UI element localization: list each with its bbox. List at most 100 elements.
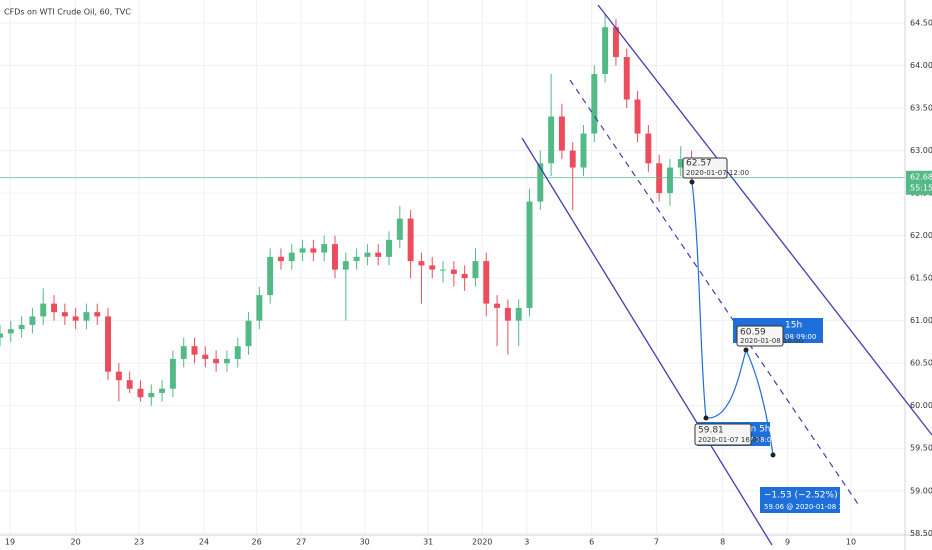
channel-middle xyxy=(569,79,861,508)
candle-body xyxy=(515,307,522,321)
candle-body xyxy=(94,312,101,317)
forecast-text: −1.53 (−2.52%) in 9h xyxy=(764,491,863,501)
candle-body xyxy=(591,73,598,134)
price-box xyxy=(736,325,784,347)
x-tick-label: 20 xyxy=(71,538,81,547)
candle-body xyxy=(440,269,447,271)
candle-body xyxy=(677,159,684,168)
y-tick-label: 64.00 xyxy=(910,61,932,70)
candle-body xyxy=(504,307,511,321)
candle-body xyxy=(472,261,479,279)
price-text: 60.59 xyxy=(740,328,766,338)
x-tick-label: 19 xyxy=(5,538,15,547)
candle-body xyxy=(267,256,274,296)
anchor-point xyxy=(703,415,709,421)
forecast-text: 15h xyxy=(785,321,802,331)
candle-body xyxy=(580,133,587,168)
forecast-time: 59.06 @ 2020-01-08 19:00 xyxy=(764,503,859,511)
forecast-time: 08 09:00 xyxy=(785,333,816,341)
candle-body xyxy=(180,346,187,359)
candle-body xyxy=(342,261,349,270)
y-tick-label: 60.50 xyxy=(910,359,932,368)
x-tick-label: 24 xyxy=(199,538,209,547)
last-price-box xyxy=(906,170,932,195)
projection-arrow xyxy=(705,349,747,419)
grid xyxy=(0,0,905,535)
candle-body xyxy=(40,303,47,317)
candle-body xyxy=(72,316,79,321)
candle-body xyxy=(202,354,209,359)
x-tick-label: 10 xyxy=(846,538,856,547)
forecast-box xyxy=(760,487,840,513)
candle-body xyxy=(0,333,3,338)
candle-body xyxy=(548,116,555,164)
chart-title: CFDs on WTI Crude Oil, 60, TVC xyxy=(4,8,131,17)
candle-body xyxy=(558,116,565,151)
x-tick-label: 9 xyxy=(785,538,790,547)
projection-arrow xyxy=(745,349,774,456)
candle-body xyxy=(623,56,630,100)
candle-body xyxy=(169,358,176,389)
forecast-time: -07 18:00 xyxy=(742,436,776,444)
candle-body xyxy=(245,320,252,347)
candle-body xyxy=(602,27,609,74)
y-tick-label: 62.00 xyxy=(910,231,932,240)
candle-body xyxy=(353,256,360,262)
candle-body xyxy=(332,244,338,270)
candle-body xyxy=(191,346,198,355)
y-tick-label: 60.00 xyxy=(910,401,932,410)
candle-body xyxy=(494,303,501,308)
candle-body xyxy=(18,324,25,330)
x-tick-label: 31 xyxy=(423,538,433,547)
candle-body xyxy=(213,358,220,364)
candle-body xyxy=(126,380,133,389)
y-tick-label: 64.50 xyxy=(910,18,932,27)
x-tick-label: 26 xyxy=(252,538,262,547)
y-tick-label: 59.50 xyxy=(910,444,932,453)
anchor-point xyxy=(770,452,776,458)
candle-body xyxy=(137,388,144,398)
candle-body xyxy=(256,295,263,321)
y-tick-label: 61.00 xyxy=(910,316,932,325)
candle-body xyxy=(666,167,673,194)
drawings xyxy=(521,4,932,546)
candle-body xyxy=(310,248,317,253)
candle-body xyxy=(645,133,652,164)
x-tick-label: 7 xyxy=(654,538,659,547)
candle-body xyxy=(418,261,425,266)
candle-body xyxy=(526,201,533,308)
anchor-point xyxy=(743,347,749,353)
y-tick-label: 63.00 xyxy=(910,146,932,155)
time-text: 2020-01-07 16:00 xyxy=(698,436,761,444)
candle-body xyxy=(634,99,641,134)
candle-body xyxy=(159,388,166,393)
price-box xyxy=(694,423,752,446)
candle-body xyxy=(83,312,90,321)
candle-body xyxy=(450,269,457,274)
candle-body xyxy=(375,252,382,257)
y-tick-label: 59.00 xyxy=(910,486,932,495)
y-tick-label: 61.50 xyxy=(910,274,932,283)
forecast-text: in 5h xyxy=(748,425,771,435)
candle-body xyxy=(386,239,392,257)
time-text: 2020-01-07 12:00 xyxy=(686,169,749,177)
candle-body xyxy=(461,273,468,279)
candle-body xyxy=(115,371,122,381)
candle-body xyxy=(7,329,14,334)
candle-body xyxy=(234,346,241,359)
x-tick-label: 23 xyxy=(134,538,144,547)
candle-body xyxy=(396,218,403,240)
time-text: 2020-01-08 10:00 xyxy=(740,337,803,345)
x-tick-label: 6 xyxy=(589,538,594,547)
candle-body xyxy=(29,316,36,325)
candle-body xyxy=(105,316,112,372)
candle-body xyxy=(51,303,58,313)
x-tick-label: 8 xyxy=(720,538,725,547)
candle-body xyxy=(321,244,328,253)
price-box xyxy=(682,157,728,179)
candle-body xyxy=(288,252,295,262)
candle-body xyxy=(569,150,576,168)
y-tick-label: 63.50 xyxy=(910,104,932,113)
channel-upper xyxy=(597,4,932,436)
axes: 58.50 59.00 59.50 60.00 60.50 61.00 61.50 62.00… xyxy=(5,18,932,547)
